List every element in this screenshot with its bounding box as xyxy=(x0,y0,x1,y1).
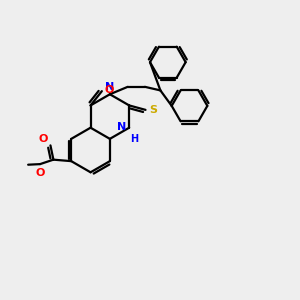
Text: N: N xyxy=(117,122,126,132)
Text: O: O xyxy=(38,134,47,144)
Text: S: S xyxy=(149,105,157,115)
Text: O: O xyxy=(105,85,114,95)
Text: H: H xyxy=(130,134,138,144)
Text: O: O xyxy=(35,168,45,178)
Text: N: N xyxy=(105,82,115,92)
